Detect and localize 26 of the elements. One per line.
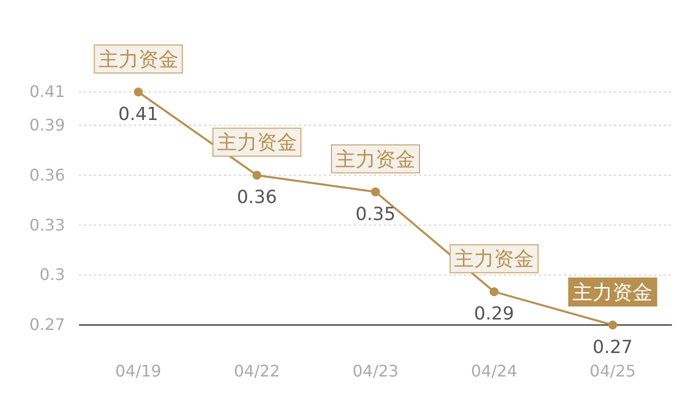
- x-tick-label: 04/25: [590, 361, 636, 380]
- x-tick-label: 04/23: [352, 361, 399, 380]
- y-tick-label: 0.27: [29, 315, 65, 334]
- y-tick-label: 0.3: [40, 265, 65, 284]
- point: [608, 320, 618, 330]
- y-tick-label: 0.36: [29, 165, 65, 184]
- point: [134, 88, 143, 96]
- x-tick-label: 04/24: [471, 361, 518, 380]
- y-tick-label: 0.33: [29, 215, 65, 234]
- x-tick-label: 04/19: [115, 361, 162, 380]
- data-label: 0.29: [474, 304, 514, 325]
- point: [252, 170, 262, 180]
- annotation: 主力资金: [216, 130, 297, 154]
- data-label: 0.41: [118, 104, 158, 125]
- annotation: 主力资金: [336, 146, 416, 171]
- data-label: 0.35: [355, 204, 396, 225]
- annotation: 主力资金: [98, 47, 178, 71]
- data-label: 0.36: [236, 187, 277, 208]
- data-label: 0.27: [592, 337, 633, 358]
- y-tick-label: 0.41: [29, 82, 65, 102]
- annotation: 主力资金: [454, 246, 534, 271]
- point: [371, 187, 380, 196]
- y-tick-label: 0.39: [29, 115, 65, 134]
- point: [490, 287, 499, 296]
- annotation: 主力资金: [572, 280, 653, 304]
- x-tick-label: 04/22: [234, 361, 280, 380]
